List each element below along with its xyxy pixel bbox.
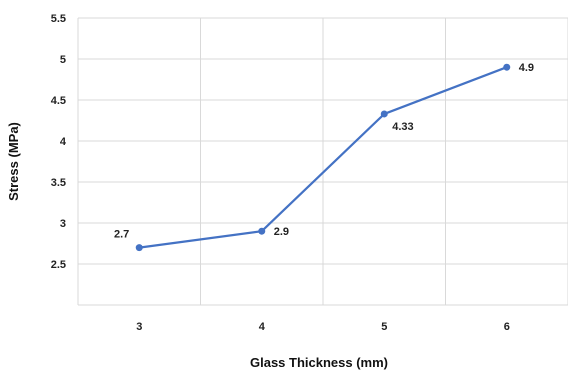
- x-tick-label: 4: [259, 321, 266, 333]
- x-tick-label: 6: [504, 321, 510, 333]
- grid-layer: [77, 17, 568, 306]
- x-tick-labels: 3 4 5 6: [136, 321, 510, 333]
- y-tick-label: 2.5: [51, 259, 66, 271]
- y-tick-label: 5: [60, 54, 66, 66]
- data-point-marker: [380, 110, 388, 118]
- y-tick-labels: 2.5 3 3.5 4 4.5 5 5.5: [51, 13, 67, 271]
- data-label: 2.9: [274, 226, 289, 238]
- y-tick-label: 4.5: [51, 95, 66, 107]
- data-label-layer: 2.7 2.9 4.33 4.9: [114, 62, 534, 240]
- y-tick-label: 3.5: [51, 177, 66, 189]
- data-point-marker: [258, 227, 266, 235]
- data-label: 4.9: [519, 62, 534, 74]
- series-line: [139, 66, 508, 249]
- y-tick-label: 4: [60, 136, 67, 148]
- y-axis-title: Stress (MPa): [6, 122, 21, 201]
- y-tick-label: 3: [60, 218, 66, 230]
- x-tick-label: 3: [136, 321, 142, 333]
- data-point-marker: [503, 63, 511, 71]
- data-label: 4.33: [392, 121, 413, 133]
- y-tick-label: 5.5: [51, 13, 66, 25]
- x-tick-label: 5: [381, 321, 387, 333]
- x-axis-title: Glass Thickness (mm): [250, 355, 388, 370]
- data-label: 2.7: [114, 229, 129, 241]
- data-point-marker: [135, 244, 143, 252]
- series-layer: [135, 63, 511, 252]
